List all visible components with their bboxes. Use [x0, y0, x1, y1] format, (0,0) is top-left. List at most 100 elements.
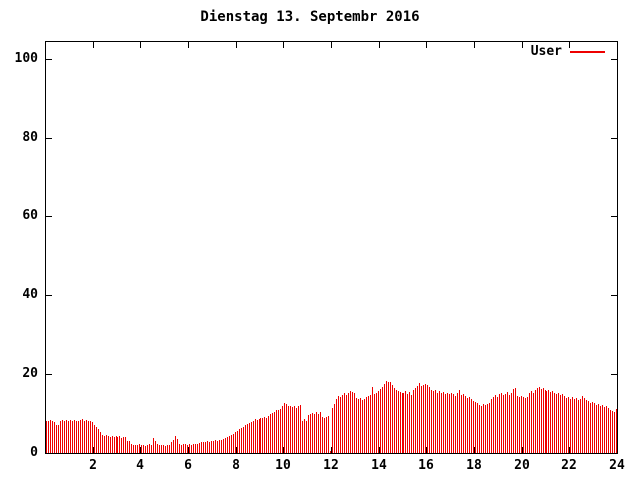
bar — [274, 412, 275, 453]
y-tick-mark — [611, 374, 617, 375]
bar — [276, 410, 277, 453]
bar — [229, 436, 230, 453]
bar — [193, 444, 194, 453]
x-tick-mark — [93, 42, 94, 48]
bar — [513, 389, 514, 453]
bar — [257, 420, 258, 453]
bar — [264, 417, 265, 453]
bar — [449, 394, 450, 453]
bar — [221, 440, 222, 453]
bar — [203, 442, 204, 453]
bar — [477, 403, 478, 453]
legend: User — [531, 44, 605, 59]
legend-series-label: User — [530, 44, 562, 59]
bar — [121, 438, 122, 453]
bar — [427, 385, 428, 453]
bar — [127, 441, 128, 453]
bar — [604, 407, 605, 453]
y-tick-label: 0 — [30, 445, 38, 460]
bar — [370, 395, 371, 453]
y-tick-mark — [46, 138, 52, 139]
bar — [519, 397, 520, 453]
bar — [98, 429, 99, 453]
bar — [245, 425, 246, 453]
bar — [352, 392, 353, 453]
bar — [578, 400, 579, 453]
x-tick-mark — [283, 447, 284, 453]
bar — [50, 420, 51, 453]
x-tick-mark — [617, 42, 618, 48]
bar — [294, 406, 295, 453]
bar — [110, 437, 111, 453]
bar — [614, 412, 615, 453]
bar — [356, 398, 357, 453]
bar — [616, 409, 617, 453]
x-tick-mark — [569, 447, 570, 453]
bar — [86, 420, 87, 453]
bar — [64, 421, 65, 453]
bar — [288, 406, 289, 453]
y-tick-label: 20 — [22, 366, 38, 381]
bar — [80, 420, 81, 453]
bar — [348, 393, 349, 453]
bar — [580, 399, 581, 453]
x-tick-label: 22 — [561, 458, 577, 473]
bar — [417, 386, 418, 453]
bar — [48, 421, 49, 453]
bar — [239, 429, 240, 453]
bar — [302, 421, 303, 453]
bar — [96, 427, 97, 453]
bar — [338, 396, 339, 453]
bar — [465, 396, 466, 453]
bar — [548, 390, 549, 453]
bar — [447, 393, 448, 453]
bar — [296, 408, 297, 453]
bar — [90, 421, 91, 453]
bar — [354, 393, 355, 453]
bar — [60, 421, 61, 453]
bar — [503, 395, 504, 453]
bar — [531, 391, 532, 453]
bar — [376, 393, 377, 453]
bar — [62, 420, 63, 453]
bar — [594, 403, 595, 453]
bar — [94, 425, 95, 453]
y-tick-mark — [46, 453, 52, 454]
bar — [171, 442, 172, 453]
bar — [489, 403, 490, 453]
bar — [584, 398, 585, 453]
bar — [310, 414, 311, 453]
y-tick-label: 60 — [22, 208, 38, 223]
bar — [151, 445, 152, 453]
bar — [521, 396, 522, 453]
y-tick-mark — [46, 59, 52, 60]
legend-line-sample — [570, 50, 605, 53]
bar — [479, 405, 480, 453]
bar — [157, 444, 158, 453]
bar — [76, 421, 77, 453]
x-tick-mark — [474, 447, 475, 453]
x-tick-label: 16 — [418, 458, 434, 473]
bar — [350, 391, 351, 453]
bar — [217, 441, 218, 453]
bar — [400, 392, 401, 453]
bar — [398, 391, 399, 453]
bar — [407, 394, 408, 453]
x-tick-label: 10 — [275, 458, 291, 473]
bar — [384, 384, 385, 453]
x-tick-mark — [188, 42, 189, 48]
x-tick-label: 12 — [323, 458, 339, 473]
bar — [205, 442, 206, 453]
bar — [183, 444, 184, 453]
y-tick-mark — [46, 374, 52, 375]
bar — [284, 403, 285, 453]
x-tick-label: 4 — [136, 458, 144, 473]
bar — [163, 445, 164, 453]
bar — [582, 396, 583, 453]
x-tick-mark — [140, 42, 141, 48]
y-tick-label: 40 — [22, 287, 38, 302]
bar — [251, 422, 252, 453]
bar — [243, 427, 244, 453]
bar — [336, 399, 337, 453]
bar — [330, 451, 331, 453]
